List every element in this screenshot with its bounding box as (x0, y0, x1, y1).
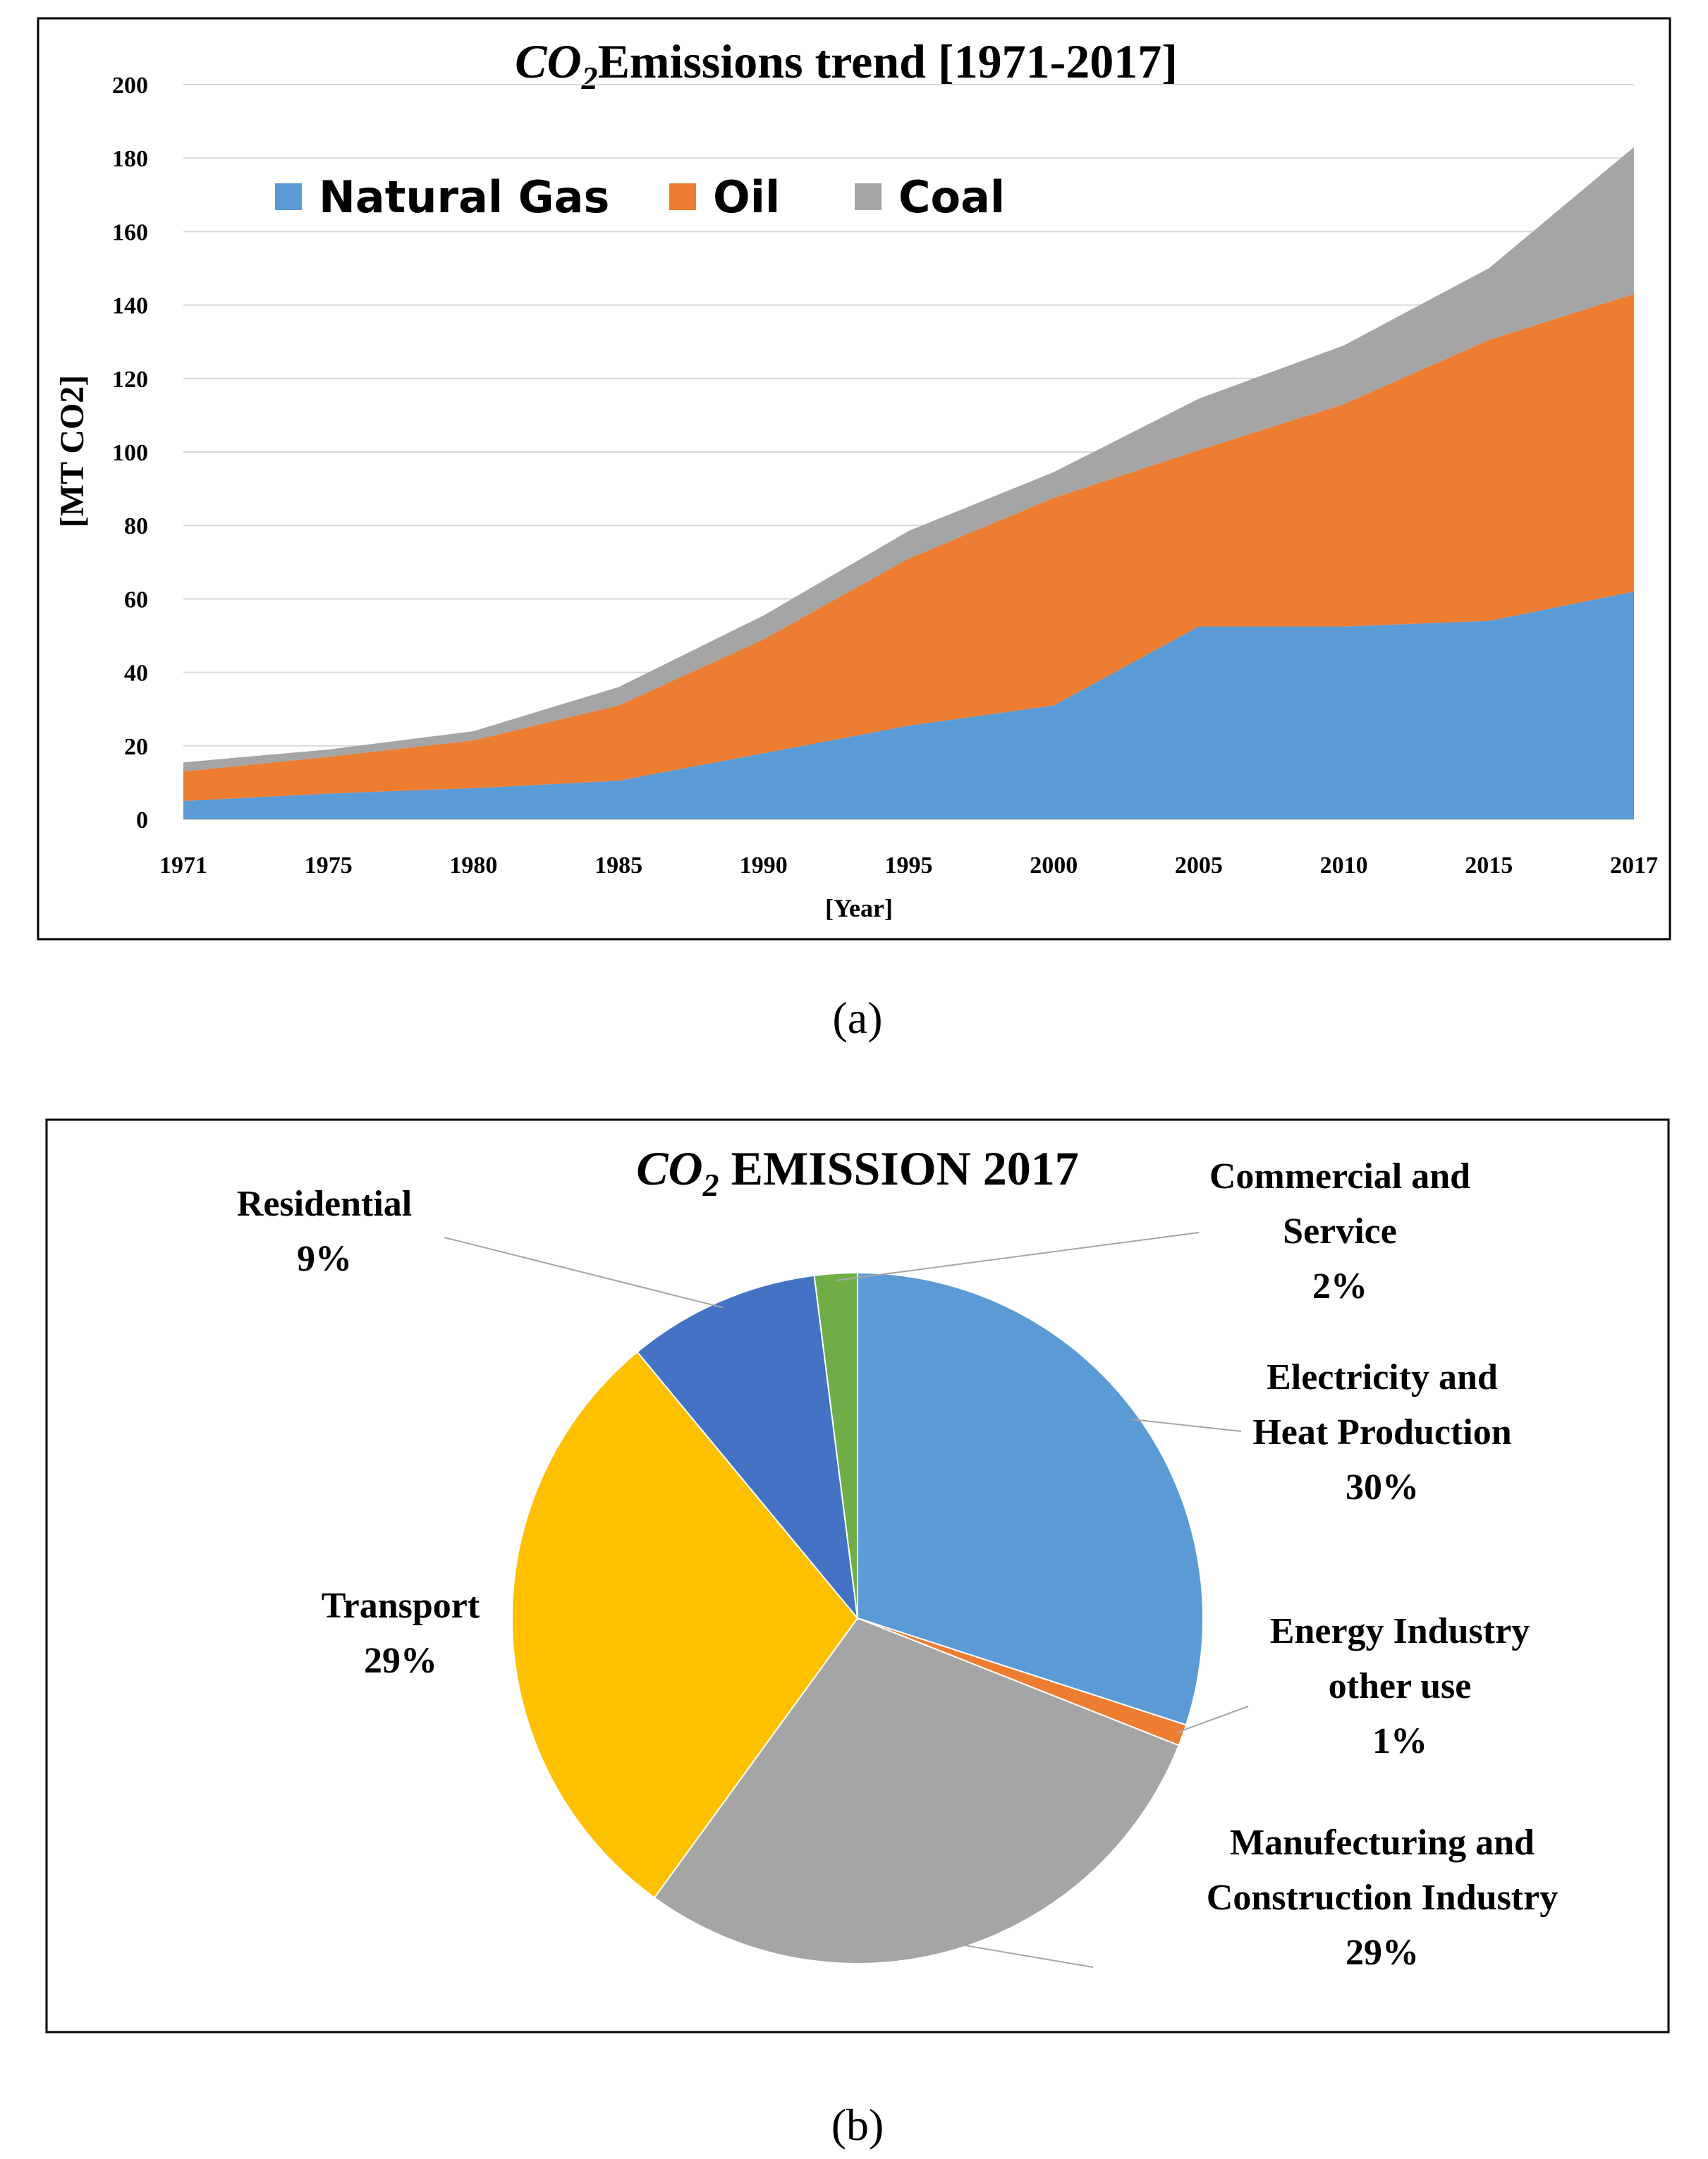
pie-slices (511, 1271, 1204, 1964)
pie-slice-residential (636, 1274, 859, 1621)
pie-leader-lines (444, 1232, 1249, 1968)
y-tick-80: 80 (124, 513, 148, 539)
panel-label-a: (a) (832, 993, 882, 1043)
leader-line-electricity-and-heat-production (1131, 1418, 1242, 1432)
y-tick-20: 20 (124, 734, 148, 760)
y-tick-120: 120 (112, 367, 148, 393)
y-tick-40: 40 (124, 661, 148, 687)
pie-label-residential: Residential 9% (237, 1184, 412, 1279)
legend-swatch-oil (669, 183, 696, 210)
legend-swatch-natural-gas (275, 183, 302, 210)
x-tick-2010: 2010 (1320, 852, 1368, 879)
panel-label-b: (b) (831, 2100, 884, 2150)
legend-label-coal: Coal (898, 171, 1005, 223)
legend-label-natural-gas: Natural Gas (319, 171, 609, 223)
x-tick-1971: 1971 (159, 852, 207, 879)
pie-label-electricity-and-heat-production: Electricity and Heat Production 30% (1252, 1357, 1511, 1507)
legend-label-oil: Oil (713, 171, 780, 223)
x-tick-1990: 1990 (740, 852, 788, 879)
pie-chart-title: CO2 EMISSION 2017 (636, 1142, 1079, 1203)
y-tick-0: 0 (136, 807, 148, 833)
x-tick-2017: 2017 (1610, 852, 1658, 879)
area-oil (183, 293, 1634, 801)
y-tick-140: 140 (112, 293, 148, 319)
x-tick-2005: 2005 (1175, 852, 1223, 879)
pie-chart-panel: CO2 EMISSION 2017 Electricity and Heat Pr… (45, 1118, 1670, 2033)
x-tick-2015: 2015 (1465, 852, 1513, 879)
area-natural-gas (183, 591, 1634, 819)
y-tick-60: 60 (124, 587, 148, 613)
leader-line-manufecturing-and-construction-industry (951, 1942, 1094, 1968)
pie-slice-transport (511, 1351, 859, 1899)
x-axis-ticks: 1971 1975 1980 1985 1990 1995 2000 2005 2010 2015… (159, 852, 1658, 879)
x-tick-1980: 1980 (449, 852, 497, 879)
pie-label-transport: Transport 29% (322, 1586, 480, 1681)
y-tick-160: 160 (112, 219, 148, 245)
x-tick-1985: 1985 (594, 852, 642, 879)
y-axis-label: [MT CO2] (54, 375, 91, 527)
pie-labels: Electricity and Heat Production 30% Energy … (237, 1156, 1558, 1973)
leader-line-energy-industry-other-use (1176, 1706, 1249, 1734)
pie-slice-electricity-and-heat-production (857, 1271, 1204, 1726)
y-tick-200: 200 (112, 73, 148, 99)
x-axis-label: [Year] (825, 894, 893, 922)
pie-slice-manufecturing-and-construction-industry (653, 1617, 1180, 1964)
y-tick-100: 100 (112, 440, 148, 466)
leader-line-commercial-and-service (836, 1232, 1200, 1281)
y-axis-ticks: 0 20 40 60 80 100 120 140 160 180 200 (112, 73, 148, 833)
legend: Natural Gas Oil Coal (275, 171, 1005, 223)
x-tick-2000: 2000 (1030, 852, 1078, 879)
pie-label-commercial-and-service: Commercial and Service 2% (1209, 1156, 1470, 1307)
x-tick-1995: 1995 (885, 852, 933, 879)
area-chart-panel: CO2Emissions trend [1971-2017] 0 20 40 60 80… (37, 17, 1671, 941)
pie-label-energy-industry-other-use: Energy Industry other use 1% (1270, 1611, 1530, 1761)
area-chart-title: CO2Emissions trend [1971-2017] (515, 35, 1178, 96)
x-tick-1975: 1975 (305, 852, 353, 879)
area-series-group (183, 147, 1634, 819)
leader-line-residential (444, 1237, 724, 1309)
legend-swatch-coal (855, 183, 882, 210)
pie-label-manufecturing-and-construction-industry: Manufecturing and Construction Industry 29… (1207, 1823, 1558, 1973)
pie-slice-commercial-and-service (813, 1271, 858, 1619)
y-tick-180: 180 (112, 146, 148, 172)
